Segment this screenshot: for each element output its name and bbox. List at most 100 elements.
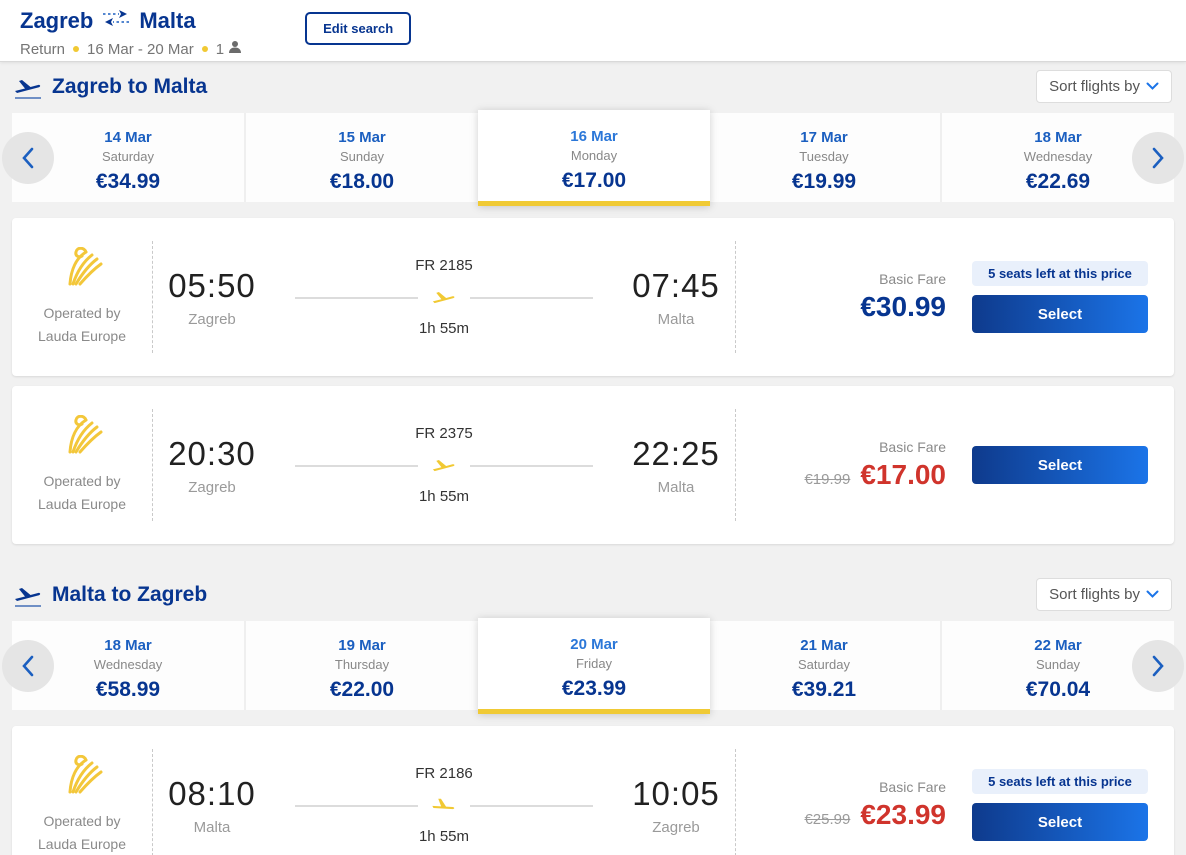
- departure-time: 08:10: [168, 774, 256, 812]
- carousel-prev-button[interactable]: [2, 639, 54, 692]
- sort-label: Sort flights by: [1049, 78, 1140, 95]
- date-label: 21 Mar: [800, 637, 848, 654]
- departure-city: Zagreb: [188, 478, 236, 496]
- departure-time: 05:50: [168, 266, 256, 304]
- select-flight-button[interactable]: Select: [972, 446, 1148, 484]
- fare-block: Basic Fare €25.99 €23.99: [746, 779, 946, 831]
- plane-icon: [432, 458, 456, 474]
- weekday-label: Saturday: [797, 657, 851, 672]
- weekday-label: Thursday: [334, 657, 390, 672]
- fare-type-label: Basic Fare: [879, 439, 946, 455]
- departure-city: Zagreb: [188, 310, 236, 328]
- trip-block: Zagreb Malta Return 16 Mar - 20 Mar 1: [20, 8, 243, 59]
- date-option[interactable]: 21 Mar Saturday €39.21: [708, 621, 942, 710]
- date-label: 20 Mar: [570, 636, 618, 653]
- section-title-text: Zagreb to Malta: [52, 74, 208, 98]
- edit-search-button[interactable]: Edit search: [305, 12, 412, 45]
- arrival-city: Malta: [657, 478, 695, 496]
- return-section: Malta to Zagreb Sort flights by 18 Mar W…: [0, 570, 1186, 855]
- original-price: €19.99: [804, 471, 851, 488]
- date-price: €70.04: [1025, 678, 1091, 701]
- outbound-section: Zagreb to Malta Sort flights by 14 Mar S…: [0, 62, 1186, 544]
- date-option[interactable]: 19 Mar Thursday €22.00: [246, 621, 480, 710]
- airline-harp-logo: [61, 246, 103, 294]
- divider: [152, 749, 153, 855]
- fare-price: €23.99: [860, 799, 946, 830]
- trip-summary-header: Zagreb Malta Return 16 Mar - 20 Mar 1: [0, 0, 1186, 62]
- trip-dates: 16 Mar - 20 Mar: [87, 40, 194, 58]
- fare-block: Basic Fare €19.99 €17.00: [746, 439, 946, 491]
- departure-block: 20:30 Zagreb: [153, 435, 271, 496]
- plane-takeoff-icon: [14, 78, 42, 99]
- airline-harp-logo: [61, 414, 103, 462]
- route-block: FR 2375 1h 55m: [271, 425, 617, 505]
- fare-block: Basic Fare €30.99: [746, 271, 946, 323]
- passenger-icon: [227, 39, 243, 59]
- trip-origin: Zagreb: [20, 8, 94, 33]
- arrival-city: Malta: [657, 310, 695, 328]
- date-price: €18.00: [329, 170, 395, 193]
- arrival-time: 07:45: [632, 266, 720, 304]
- arrival-block: 07:45 Malta: [617, 267, 735, 328]
- flight-card[interactable]: Operated by Lauda Europe 08:10 Malta FR …: [12, 726, 1174, 855]
- route-block: FR 2186 1h 55m: [271, 765, 617, 845]
- weekday-label: Sunday: [1035, 657, 1081, 672]
- sort-label: Sort flights by: [1049, 586, 1140, 603]
- date-label: 19 Mar: [338, 637, 386, 654]
- plane-icon: [432, 290, 456, 306]
- original-price: €25.99: [804, 811, 851, 828]
- date-option[interactable]: 18 Mar Wednesday €22.69: [942, 113, 1174, 202]
- date-label: 15 Mar: [338, 129, 386, 146]
- date-option-selected[interactable]: 16 Mar Monday €17.00: [478, 110, 710, 206]
- divider: [152, 241, 153, 353]
- carousel-next-button[interactable]: [1132, 131, 1184, 184]
- divider: [735, 241, 736, 353]
- return-trip-icon: [101, 8, 131, 34]
- date-price: €19.99: [791, 170, 857, 193]
- trip-type: Return: [20, 40, 66, 58]
- carousel-prev-button[interactable]: [2, 131, 54, 184]
- divider: [735, 749, 736, 855]
- arrival-time: 10:05: [632, 774, 720, 812]
- date-price: €39.21: [791, 678, 857, 701]
- date-price: €17.00: [561, 169, 627, 192]
- plane-landing-icon: [14, 586, 42, 607]
- route-block: FR 2185 1h 55m: [271, 257, 617, 337]
- fare-type-label: Basic Fare: [879, 271, 946, 287]
- arrival-block: 10:05 Zagreb: [617, 775, 735, 836]
- divider: [152, 409, 153, 521]
- date-option[interactable]: 17 Mar Tuesday €19.99: [708, 113, 942, 202]
- airline-harp-logo: [61, 754, 103, 802]
- flight-number: FR 2185: [415, 257, 473, 274]
- date-price: €23.99: [561, 677, 627, 700]
- chevron-down-icon: [1146, 78, 1159, 95]
- sort-flights-button[interactable]: Sort flights by: [1036, 70, 1172, 103]
- outbound-date-carousel: 14 Mar Saturday €34.99 15 Mar Sunday €18…: [2, 110, 1184, 206]
- date-option[interactable]: 22 Mar Sunday €70.04: [942, 621, 1174, 710]
- seats-left-badge: 5 seats left at this price: [972, 261, 1148, 286]
- trip-destination: Malta: [139, 8, 196, 33]
- date-option[interactable]: 15 Mar Sunday €18.00: [246, 113, 480, 202]
- trip-title: Zagreb Malta: [20, 8, 243, 34]
- departure-city: Malta: [193, 818, 231, 836]
- departure-time: 20:30: [168, 434, 256, 472]
- flight-duration: 1h 55m: [418, 828, 470, 845]
- flight-card[interactable]: Operated by Lauda Europe 20:30 Zagreb FR…: [12, 386, 1174, 544]
- carousel-next-button[interactable]: [1132, 639, 1184, 692]
- select-flight-button[interactable]: Select: [972, 803, 1148, 841]
- date-label: 22 Mar: [1034, 637, 1082, 654]
- date-label: 17 Mar: [800, 129, 848, 146]
- arrival-city: Zagreb: [652, 818, 700, 836]
- date-option-selected[interactable]: 20 Mar Friday €23.99: [478, 618, 710, 714]
- divider: [735, 409, 736, 521]
- trip-subtitle: Return 16 Mar - 20 Mar 1: [20, 39, 243, 59]
- weekday-label: Wednesday: [1023, 149, 1093, 164]
- chevron-down-icon: [1146, 586, 1159, 603]
- flight-card[interactable]: Operated by Lauda Europe 05:50 Zagreb FR…: [12, 218, 1174, 376]
- sort-flights-button[interactable]: Sort flights by: [1036, 578, 1172, 611]
- seats-left-badge: 5 seats left at this price: [972, 769, 1148, 794]
- date-label: 18 Mar: [1034, 129, 1082, 146]
- select-flight-button[interactable]: Select: [972, 295, 1148, 333]
- date-label: 18 Mar: [104, 637, 152, 654]
- operated-by-label: Operated by Lauda Europe: [38, 305, 126, 344]
